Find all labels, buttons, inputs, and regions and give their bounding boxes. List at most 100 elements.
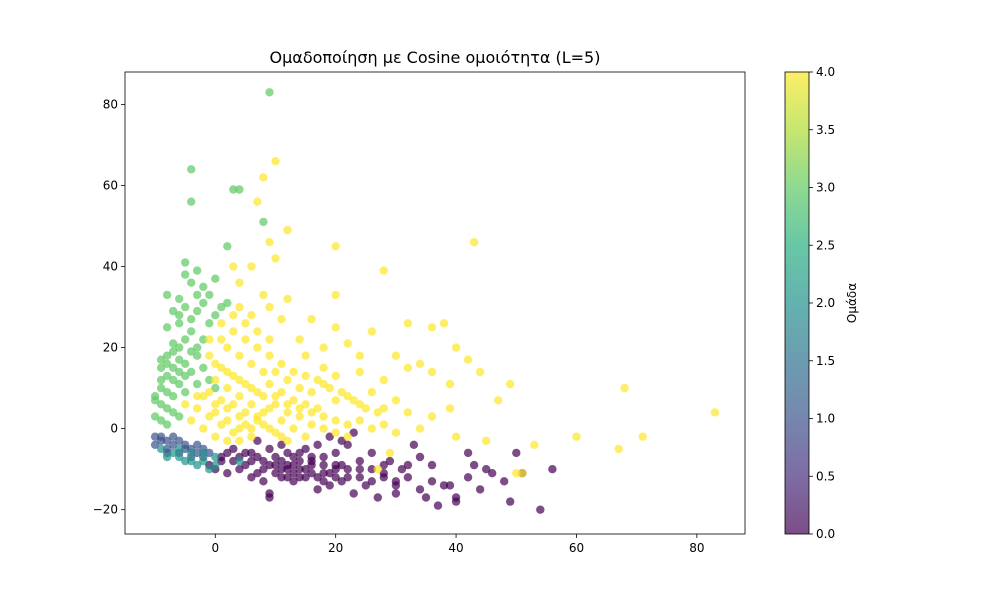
point-cluster-3 (162, 388, 172, 397)
point-cluster-0 (337, 460, 346, 470)
point-cluster-2 (187, 456, 196, 466)
x-tick-label: 80 (689, 541, 704, 555)
point-cluster-0 (427, 460, 437, 470)
point-cluster-4 (415, 359, 425, 368)
point-cluster-4 (283, 436, 292, 445)
point-cluster-4 (427, 367, 437, 377)
point-cluster-3 (187, 367, 196, 377)
point-cluster-4 (229, 327, 238, 336)
point-cluster-3 (181, 258, 190, 267)
point-cluster-2 (199, 448, 208, 458)
colorbar-tick-label: 2.0 (816, 296, 835, 310)
point-cluster-0 (391, 477, 401, 486)
point-cluster-4 (259, 367, 268, 377)
point-cluster-4 (277, 432, 286, 441)
point-cluster-3 (181, 388, 190, 397)
points-layer (150, 88, 720, 514)
point-cluster-4 (403, 363, 413, 372)
point-cluster-4 (223, 383, 232, 393)
point-cluster-0 (241, 460, 250, 470)
point-cluster-0 (379, 473, 388, 482)
point-cluster-0 (512, 448, 521, 458)
point-cluster-0 (289, 469, 298, 478)
point-cluster-4 (313, 375, 322, 385)
point-cluster-4 (301, 351, 310, 360)
point-cluster-0 (451, 497, 461, 506)
point-cluster-2 (235, 456, 244, 466)
point-cluster-4 (319, 379, 328, 389)
point-cluster-0 (337, 436, 346, 445)
point-cluster-0 (415, 485, 425, 494)
point-cluster-4 (277, 315, 286, 324)
point-cluster-3 (156, 363, 166, 372)
point-cluster-4 (217, 335, 226, 344)
point-cluster-4 (439, 319, 449, 328)
point-cluster-4 (259, 392, 268, 401)
point-cluster-4 (211, 432, 220, 441)
y-tick-label: 80 (103, 97, 118, 111)
point-cluster-0 (379, 460, 388, 470)
point-cluster-4 (247, 424, 256, 433)
point-cluster-4 (283, 294, 292, 304)
point-cluster-0 (301, 465, 310, 474)
point-cluster-4 (247, 432, 256, 441)
point-cluster-0 (271, 452, 280, 462)
plot-frame (124, 71, 746, 535)
point-cluster-4 (289, 424, 298, 433)
x-axis: 0 20 40 60 80 (211, 534, 704, 555)
point-cluster-0 (295, 448, 304, 458)
point-cluster-4 (271, 400, 280, 409)
point-cluster-3 (175, 367, 184, 377)
point-cluster-4 (223, 416, 232, 425)
point-cluster-3 (211, 383, 220, 393)
point-cluster-4 (283, 408, 292, 417)
point-cluster-4 (223, 404, 232, 413)
point-cluster-3 (181, 359, 190, 368)
point-cluster-4 (265, 335, 274, 344)
point-cluster-3 (199, 298, 208, 308)
point-cluster-2 (187, 448, 196, 458)
point-cluster-4 (367, 388, 376, 397)
colorbar-tick-label: 4.0 (816, 65, 835, 79)
point-cluster-4 (337, 388, 346, 397)
point-cluster-4 (391, 428, 401, 437)
point-cluster-4 (265, 238, 274, 247)
point-cluster-0 (301, 473, 310, 482)
point-cluster-4 (271, 392, 280, 401)
point-cluster-3 (193, 266, 202, 275)
point-cluster-0 (319, 477, 328, 486)
point-cluster-3 (162, 323, 172, 332)
x-tick-label: 60 (569, 541, 584, 555)
point-cluster-4 (403, 408, 413, 417)
point-cluster-4 (367, 327, 376, 336)
colorbar-tick-label: 3.5 (816, 123, 835, 137)
point-cluster-0 (277, 465, 286, 474)
point-cluster-0 (253, 436, 262, 445)
point-cluster-4 (253, 388, 262, 397)
point-cluster-4 (331, 323, 340, 332)
point-cluster-3 (156, 416, 166, 425)
point-cluster-3 (162, 420, 172, 429)
point-cluster-4 (307, 315, 316, 324)
point-cluster-4 (494, 396, 503, 405)
colorbar-ticks: 0.0 0.5 1.0 1.5 2.0 2.5 3.0 3.5 4.0 (809, 65, 835, 541)
point-cluster-0 (421, 493, 431, 502)
point-cluster-1 (162, 436, 172, 445)
point-cluster-4 (506, 379, 515, 389)
colorbar-tick-label: 3.0 (816, 181, 835, 195)
point-cluster-3 (175, 343, 184, 352)
point-cluster-4 (253, 343, 262, 352)
point-cluster-4 (193, 392, 202, 401)
point-cluster-0 (367, 448, 376, 458)
point-cluster-0 (373, 493, 382, 502)
point-cluster-0 (355, 473, 364, 482)
point-cluster-4 (271, 367, 280, 377)
point-cluster-4 (265, 302, 274, 312)
point-cluster-4 (319, 343, 328, 352)
point-cluster-4 (385, 448, 395, 458)
point-cluster-3 (175, 379, 184, 389)
point-cluster-3 (217, 302, 226, 312)
point-cluster-4 (475, 367, 485, 377)
point-cluster-4 (235, 412, 244, 421)
